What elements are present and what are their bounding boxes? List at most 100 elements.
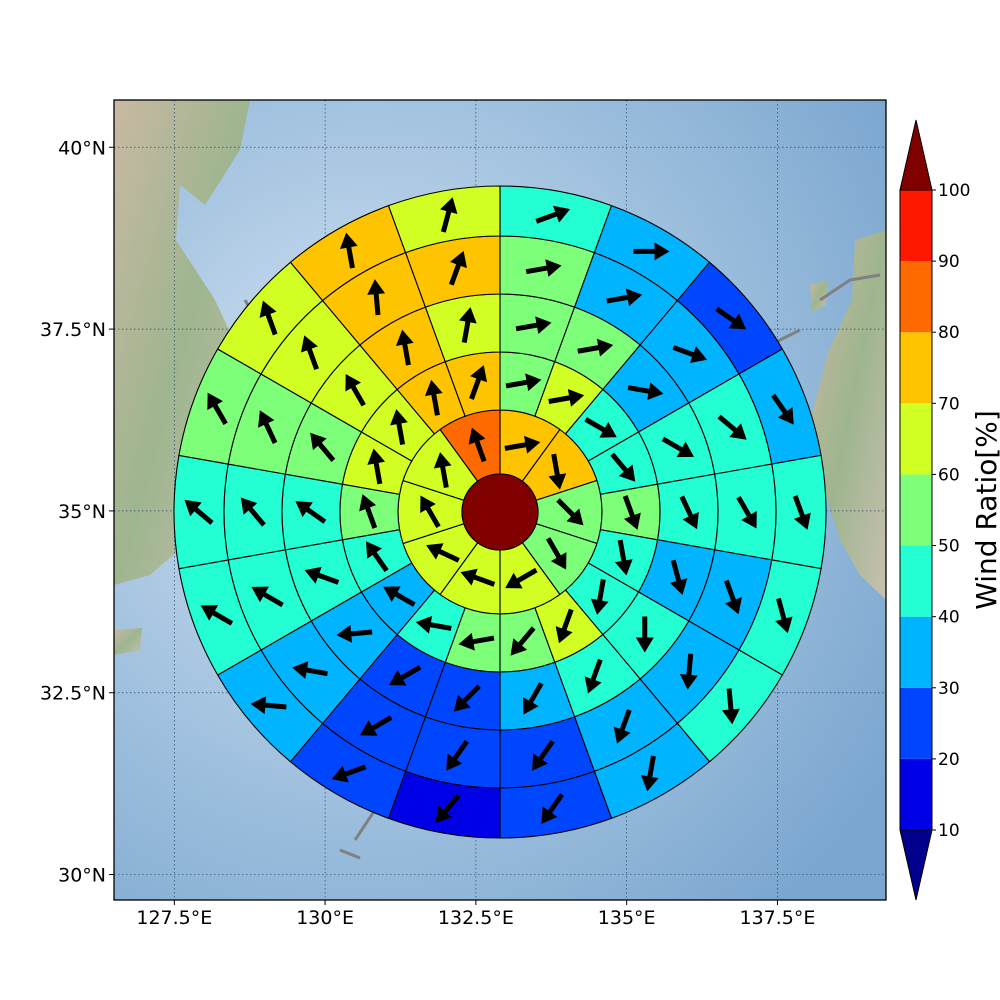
wind-arrow <box>531 739 555 771</box>
wind-arrow <box>525 259 562 277</box>
wind-arrow <box>336 624 373 643</box>
colorbar-tick-label: 90 <box>938 252 960 272</box>
wind-arrow <box>460 568 496 587</box>
colorbar-segment <box>900 687 932 759</box>
wind-arrow <box>433 452 452 489</box>
wind-arrow <box>359 494 378 529</box>
wind-arrow <box>251 586 284 608</box>
land-area <box>812 230 886 600</box>
wind-arrow <box>448 250 467 286</box>
colorbar-segment <box>900 261 932 333</box>
wind-ratio-sectors <box>173 185 827 839</box>
wind-arrow <box>679 653 698 690</box>
wind-arrow <box>679 495 699 530</box>
colorbar-tick-label: 40 <box>938 608 960 628</box>
colorbar-segment <box>900 758 932 830</box>
wind-arrow <box>360 715 393 736</box>
wind-arrow <box>331 764 367 783</box>
lat-tick-label: 30°N <box>58 865 106 887</box>
wind-arrow <box>606 288 643 307</box>
wind-arrow <box>510 626 536 656</box>
wind-arrow <box>535 205 571 224</box>
wind-arrow <box>184 499 214 525</box>
wind-arrow <box>468 427 487 463</box>
coastline <box>819 273 881 302</box>
colorbar-title: Wind Ratio[%] <box>970 410 1000 610</box>
wind-arrow <box>415 615 452 634</box>
colorbar-segment <box>900 332 932 404</box>
wind-arrow <box>672 345 708 364</box>
lat-tick-label: 32.5°N <box>40 683 106 705</box>
wind-arrow <box>556 498 584 526</box>
wind-arrow <box>200 605 234 626</box>
wind-arrow <box>259 300 278 336</box>
wind-arrow <box>366 541 389 573</box>
lon-tick-label: 132.5°E <box>438 907 514 929</box>
wind-arrow <box>613 709 632 744</box>
wind-arrow <box>515 316 552 335</box>
wind-arrow <box>339 232 358 269</box>
wind-arrow <box>435 793 461 823</box>
wind-arrow <box>240 497 266 527</box>
map-frame <box>113 99 887 901</box>
wind-arrow <box>555 608 574 644</box>
lon-tick-label: 135°E <box>598 907 656 929</box>
wind-arrow <box>459 307 477 344</box>
lon-tick-label: 137.5°E <box>739 907 815 929</box>
wind-arrow <box>469 365 488 400</box>
wind-arrow <box>453 684 481 712</box>
wind-direction-arrows <box>184 197 811 824</box>
wind-arrow <box>295 501 327 524</box>
latitude-axis: 30°N 32.5°N 35°N 37.5°N 40°N <box>40 137 114 887</box>
colorbar-extend-max <box>899 119 933 191</box>
colorbar-tick-label: 80 <box>938 323 960 343</box>
colorbar-tick-label: 100 <box>938 181 970 201</box>
wind-arrow <box>367 279 386 316</box>
wind-arrow <box>792 495 811 530</box>
colorbar-outline <box>899 189 933 831</box>
colorbar-tick-label: 10 <box>938 821 960 841</box>
wind-arrow <box>292 661 328 679</box>
wind-arrow <box>640 755 659 792</box>
colorbar-tick-label: 70 <box>938 394 960 414</box>
wind-arrow <box>304 566 340 585</box>
wind-arrow <box>505 567 538 589</box>
lat-tick-label: 35°N <box>58 501 106 523</box>
center-sector <box>461 473 539 551</box>
wind-arrow <box>584 417 617 438</box>
map-panel[interactable] <box>113 99 887 901</box>
colorbar-segment <box>900 474 932 546</box>
wind-arrow <box>717 414 747 440</box>
wind-arrow <box>622 495 641 530</box>
wind-arrow <box>420 495 441 528</box>
colorbar-extend-min <box>899 829 933 901</box>
wind-arrow <box>610 452 636 482</box>
wind-arrow <box>383 586 416 607</box>
wind-arrow <box>440 197 458 233</box>
wind-arrow <box>310 432 336 462</box>
wind-arrow <box>584 658 603 694</box>
lat-tick-label: 37.5°N <box>40 319 106 341</box>
colorbar-tick-label: 50 <box>938 537 960 557</box>
wind-arrow <box>300 335 319 371</box>
wind-arrow <box>426 543 460 563</box>
wind-arrow <box>736 496 757 529</box>
wind-arrow <box>390 409 408 445</box>
colorbar-segment <box>900 616 932 688</box>
land-area <box>810 280 828 312</box>
wind-arrow <box>723 579 742 615</box>
colorbar-segment <box>900 403 932 475</box>
wind-arrow <box>715 306 747 330</box>
wind-arrow <box>446 739 469 771</box>
wind-arrow <box>395 329 414 366</box>
colorbar-tick-label: 20 <box>938 750 960 770</box>
colorbar-segment <box>900 190 932 262</box>
colorbar: 10 20 30 40 50 60 70 80 90 100 <box>899 119 970 901</box>
wind-arrow <box>635 616 654 653</box>
wind-arrow <box>775 597 793 634</box>
wind-arrow <box>424 379 443 416</box>
land-area <box>114 628 142 655</box>
wind-arrow <box>389 665 422 686</box>
wind-arrow <box>545 537 567 570</box>
